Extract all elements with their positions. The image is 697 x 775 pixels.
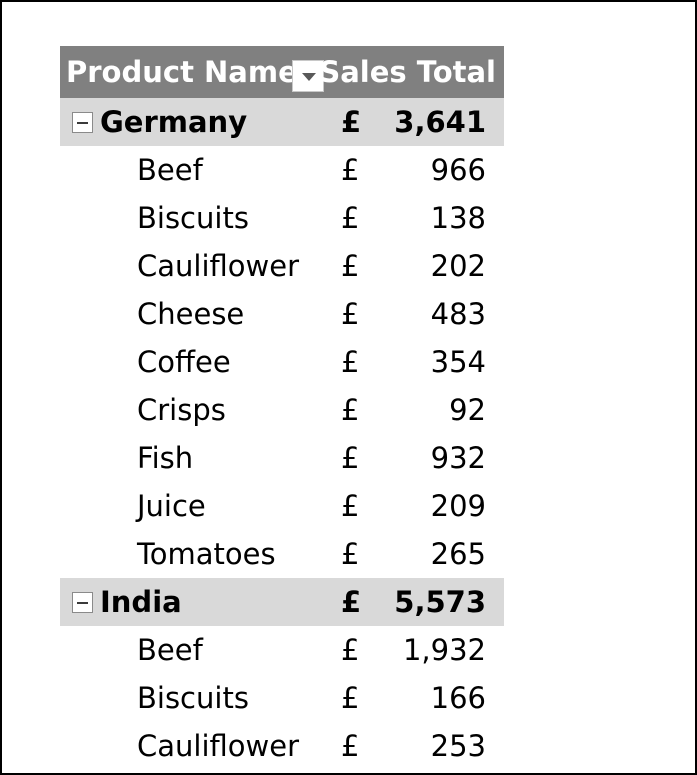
group-total: 5,573 — [394, 585, 486, 619]
currency-symbol: £ — [341, 681, 360, 715]
table-row: Beef £ 966 — [60, 146, 504, 194]
sales-amount-cell: 966 — [430, 153, 486, 187]
currency-symbol: £ — [341, 393, 360, 427]
sales-amount-cell: 354 — [430, 345, 486, 379]
product-name-cell: Cauliflower — [137, 729, 300, 763]
product-name-cell: Biscuits — [137, 201, 249, 235]
product-name-cell: Beef — [137, 153, 203, 187]
sales-amount-cell: 932 — [430, 441, 486, 475]
product-name-cell: Crisps — [137, 393, 226, 427]
product-name-cell: Coffee — [137, 345, 231, 379]
currency-symbol: £ — [341, 297, 360, 331]
group-row-germany: Germany £ 3,641 — [60, 98, 504, 146]
currency-symbol: £ — [341, 441, 360, 475]
product-name-cell: Beef — [137, 633, 203, 667]
table-row: Juice £ 209 — [60, 482, 504, 530]
currency-symbol: £ — [341, 249, 360, 283]
sales-total-header: Sales Total — [319, 55, 496, 89]
table-row: Crisps £ 92 — [60, 386, 504, 434]
currency-symbol: £ — [341, 537, 360, 571]
currency-symbol: £ — [341, 345, 360, 379]
sales-amount-cell: 202 — [430, 249, 486, 283]
product-name-cell: Cheese — [137, 297, 245, 331]
table-row: Cauliflower £ 202 — [60, 242, 504, 290]
pivot-header-row: Product Name Sales Total — [60, 46, 504, 98]
table-row: Tomatoes £ 265 — [60, 530, 504, 578]
sales-amount-cell: 483 — [430, 297, 486, 331]
collapse-minus-icon[interactable] — [72, 592, 93, 613]
group-total: 3,641 — [394, 105, 486, 139]
sales-amount-cell: 138 — [430, 201, 486, 235]
pivot-table: Product Name Sales Total Germany £ 3,641… — [60, 46, 504, 770]
product-name-cell: Juice — [137, 489, 206, 523]
group-row-india: India £ 5,573 — [60, 578, 504, 626]
table-row: Coffee £ 354 — [60, 338, 504, 386]
currency-symbol: £ — [341, 105, 362, 139]
currency-symbol: £ — [341, 729, 360, 763]
table-row: Biscuits £ 138 — [60, 194, 504, 242]
sales-amount-cell: 92 — [449, 393, 486, 427]
table-row: Beef £ 1,932 — [60, 626, 504, 674]
table-row: Cheese £ 483 — [60, 290, 504, 338]
product-name-cell: Cauliflower — [137, 249, 300, 283]
sales-amount-cell: 253 — [430, 729, 486, 763]
table-row: Fish £ 932 — [60, 434, 504, 482]
table-row: Biscuits £ 166 — [60, 674, 504, 722]
sales-amount-cell: 209 — [430, 489, 486, 523]
currency-symbol: £ — [341, 489, 360, 523]
product-name-cell: Tomatoes — [137, 537, 276, 571]
dropdown-arrow-icon[interactable] — [292, 60, 324, 92]
product-name-cell: Fish — [137, 441, 194, 475]
currency-symbol: £ — [341, 633, 360, 667]
currency-symbol: £ — [341, 201, 360, 235]
currency-symbol: £ — [341, 585, 362, 619]
sales-amount-cell: 166 — [430, 681, 486, 715]
collapse-minus-icon[interactable] — [72, 112, 93, 133]
product-name-header: Product Name — [66, 55, 298, 89]
sales-amount-cell: 265 — [430, 537, 486, 571]
group-name: Germany — [100, 105, 248, 139]
table-row: Cauliflower £ 253 — [60, 722, 504, 770]
sales-amount-cell: 1,932 — [402, 633, 486, 667]
currency-symbol: £ — [341, 153, 360, 187]
product-name-cell: Biscuits — [137, 681, 249, 715]
group-name: India — [100, 585, 182, 619]
